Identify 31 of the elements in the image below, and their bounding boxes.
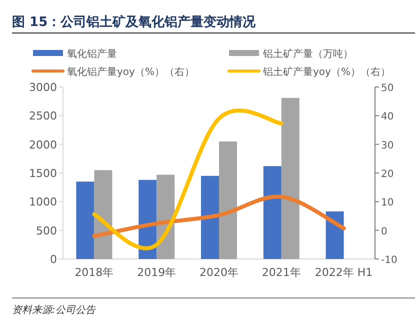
bar — [76, 182, 94, 259]
legend-label: 铝土矿产量yoy（%）（右） — [262, 66, 390, 78]
y-tick-label: 3000 — [29, 81, 57, 94]
bar — [219, 141, 237, 259]
x-tick-label: 2021年 — [262, 266, 301, 279]
bar — [201, 176, 219, 259]
bar — [263, 166, 282, 259]
y2-tick-label: 20 — [381, 169, 394, 180]
y-tick-label: 500 — [36, 224, 57, 238]
x-tick-label: 2019年 — [137, 266, 176, 279]
y-tick-label: 1500 — [29, 167, 57, 180]
y-tick-label: 2500 — [29, 110, 57, 123]
y2-tick-label: 50 — [381, 83, 394, 94]
y-tick-label: 2000 — [29, 138, 57, 152]
x-tick-label: 2020年 — [200, 266, 238, 279]
x-tick-label: 2022年 H1 — [314, 266, 373, 279]
y-tick-label: 1000 — [29, 196, 57, 209]
y2-tick-label: 30 — [381, 140, 394, 152]
legend-label: 氧化铝产量yoy（%）（右） — [67, 66, 194, 78]
bar — [326, 211, 344, 259]
legend-label: 氧化铝产量 — [67, 48, 117, 60]
y2-tick-label: 10 — [381, 198, 394, 209]
text: 资料来源:公司公告 — [12, 304, 96, 316]
y-tick-label: 0 — [50, 253, 57, 266]
bar — [281, 98, 300, 259]
legend-label: 铝土矿产量（万吨） — [262, 48, 353, 60]
chart-title: 图 15：公司铝土矿及氧化铝产量变动情况 — [12, 14, 257, 30]
y2-tick-label: 0 — [381, 226, 388, 238]
y2-tick-label: -10 — [381, 255, 398, 266]
y2-tick-label: 40 — [381, 112, 394, 123]
x-tick-label: 2018年 — [74, 266, 114, 279]
